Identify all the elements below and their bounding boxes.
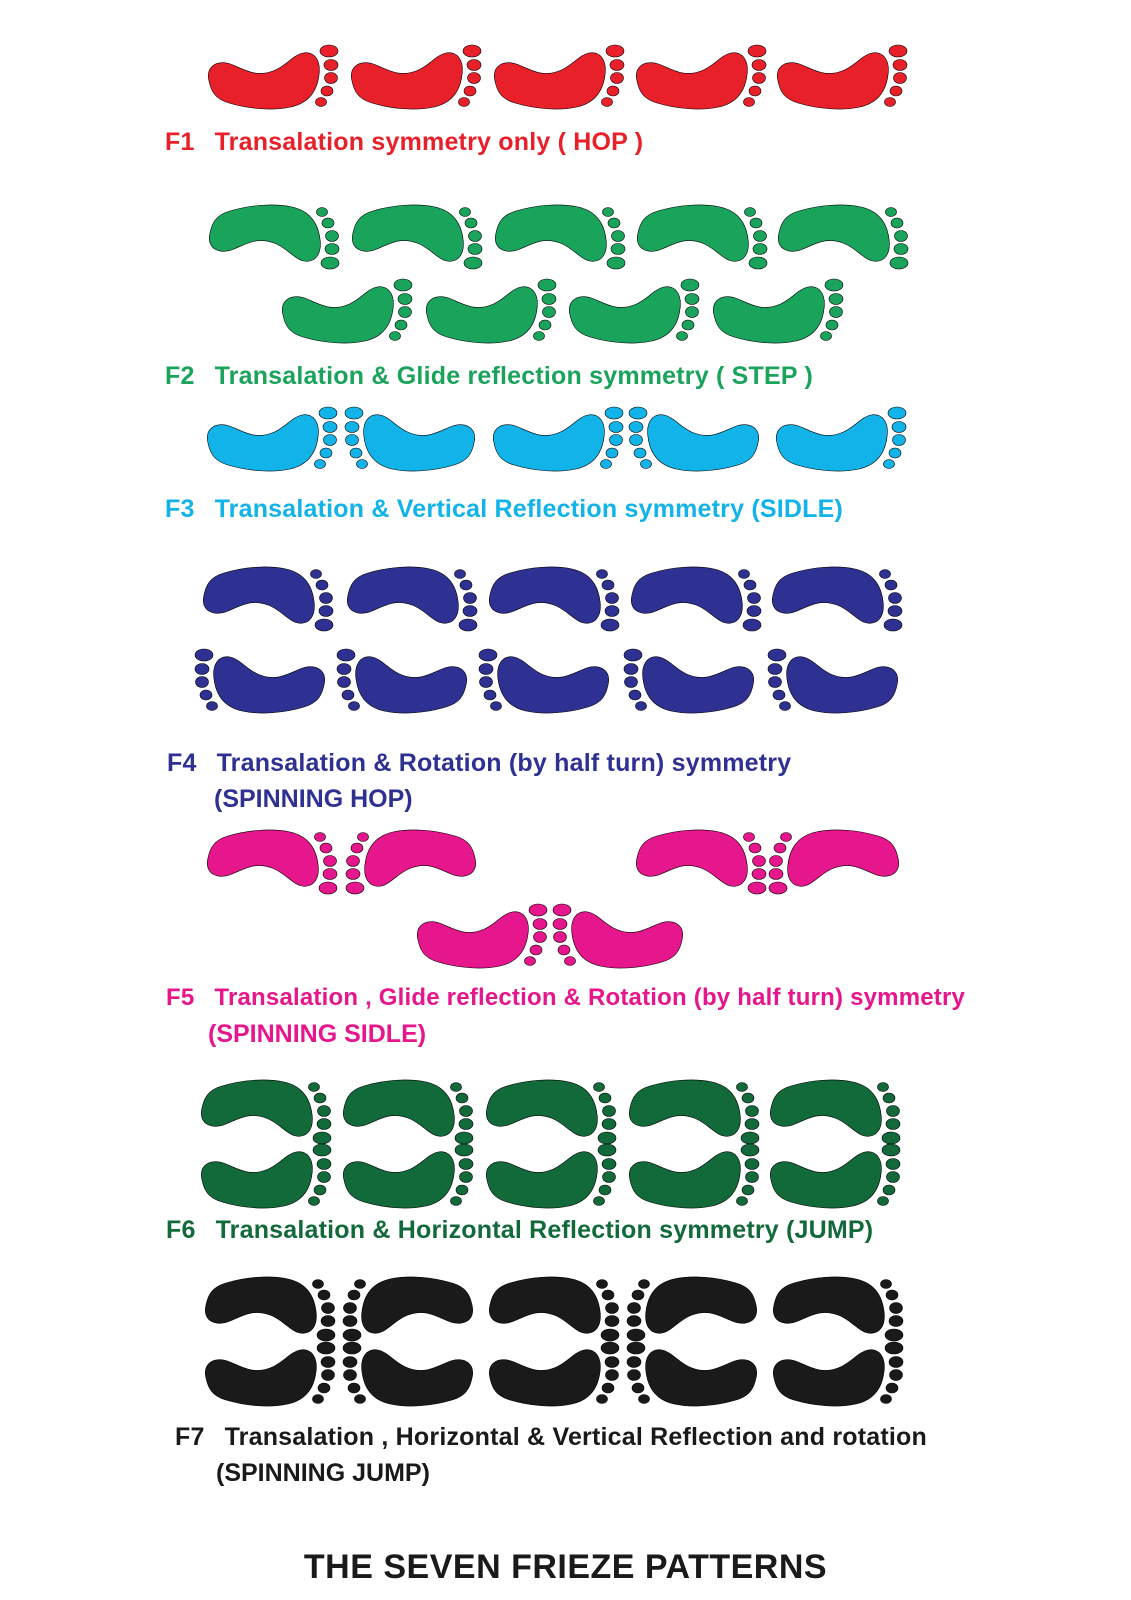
pattern-label: Transalation & Vertical Reflection symme… xyxy=(214,495,844,523)
footprint-icon xyxy=(628,1143,760,1209)
footprint-icon xyxy=(208,204,340,270)
pattern-code: F3 xyxy=(165,495,195,523)
footprint-icon xyxy=(200,1079,332,1145)
footprint-icon xyxy=(769,1079,901,1145)
f5-subcaption: (SPINNING SIDLE) xyxy=(208,1020,427,1048)
f1-footprints xyxy=(207,44,908,110)
footprint-icon xyxy=(342,1341,474,1407)
footprint-icon xyxy=(485,1079,617,1145)
f1-caption: F1 Transalation symmetry only ( HOP ) xyxy=(165,128,643,157)
footprint-icon xyxy=(204,1341,336,1407)
footprint-icon xyxy=(494,204,626,270)
footprint-icon xyxy=(635,44,767,110)
footprint-icon xyxy=(204,1276,336,1342)
footprint-icon xyxy=(342,1079,474,1145)
footprint-icon xyxy=(767,648,899,714)
footprint-icon xyxy=(344,406,476,472)
f5-caption: F5 Transalation , Glide reflection & Rota… xyxy=(166,984,965,1012)
footprint-icon xyxy=(351,204,483,270)
footprint-icon xyxy=(206,406,338,472)
footprint-icon xyxy=(207,44,339,110)
footprint-icon xyxy=(425,278,557,344)
pattern-label: Transalation & Glide reflection symmetry… xyxy=(214,362,813,390)
pattern-code: F6 xyxy=(166,1216,196,1244)
footprint-icon xyxy=(626,1341,758,1407)
footprint-icon xyxy=(342,1143,474,1209)
footprint-icon xyxy=(350,44,482,110)
pattern-code: F7 xyxy=(175,1423,205,1451)
footprint-icon xyxy=(772,1341,904,1407)
footprint-icon xyxy=(281,278,413,344)
footprint-icon xyxy=(552,903,684,969)
footprint-icon xyxy=(492,406,624,472)
f6-footprints xyxy=(200,1079,901,1209)
footprint-icon xyxy=(194,648,326,714)
pattern-code: F5 xyxy=(166,984,195,1011)
footprint-icon xyxy=(478,648,610,714)
page-title: THE SEVEN FRIEZE PATTERNS xyxy=(303,1548,828,1586)
pattern-label: Transalation & Horizontal Reflection sym… xyxy=(215,1216,874,1244)
footprint-icon xyxy=(206,829,338,895)
footprint-icon xyxy=(493,44,625,110)
f7-footprints xyxy=(204,1276,904,1407)
footprint-icon xyxy=(623,648,755,714)
footprint-icon xyxy=(200,1143,332,1209)
pattern-code: F2 xyxy=(165,362,195,390)
footprint-icon xyxy=(635,829,767,895)
f6-caption: F6 Transalation & Horizontal Reflection s… xyxy=(166,1216,873,1245)
footprint-icon xyxy=(416,903,548,969)
footprint-icon xyxy=(488,1341,620,1407)
f3-caption: F3 Transalation & Vertical Reflection sym… xyxy=(165,495,843,524)
footprint-icon xyxy=(777,204,909,270)
footprint-icon xyxy=(628,406,760,472)
pattern-label: Transalation symmetry only ( HOP ) xyxy=(214,128,644,156)
f2-caption: F2 Transalation & Glide reflection symmet… xyxy=(165,362,813,391)
footprint-icon xyxy=(568,278,700,344)
footprint-icon xyxy=(488,566,620,632)
footprint-icon xyxy=(346,566,478,632)
f7-caption: F7 Transalation , Horizontal & Vertical R… xyxy=(175,1423,927,1452)
footprint-icon xyxy=(776,44,908,110)
f3-footprints xyxy=(206,406,907,472)
footprint-icon xyxy=(630,566,762,632)
f4-footprints xyxy=(194,566,903,714)
pattern-label: Transalation , Horizontal & Vertical Ref… xyxy=(224,1423,927,1451)
footprint-icon xyxy=(768,829,900,895)
footprint-icon xyxy=(628,1079,760,1145)
f5-footprints xyxy=(206,829,900,969)
footprint-icon xyxy=(769,1143,901,1209)
f4-caption: F4 Transalation & Rotation (by half turn)… xyxy=(167,749,791,778)
footprint-icon xyxy=(771,566,903,632)
footprint-icon xyxy=(345,829,477,895)
pattern-label: Transalation & Rotation (by half turn) s… xyxy=(216,749,792,777)
footprint-icon xyxy=(712,278,844,344)
footprint-icon xyxy=(772,1276,904,1342)
f7-subcaption: (SPINNING JUMP) xyxy=(216,1459,430,1487)
footprint-icon xyxy=(775,406,907,472)
f4-subcaption: (SPINNING HOP) xyxy=(214,785,413,813)
footprint-icon xyxy=(636,204,768,270)
pattern-code: F1 xyxy=(165,128,195,156)
footprint-icon xyxy=(485,1143,617,1209)
pattern-code: F4 xyxy=(167,749,197,777)
footprint-icon xyxy=(336,648,468,714)
f2-footprints xyxy=(208,204,909,344)
footprint-icon xyxy=(626,1276,758,1342)
footprint-icon xyxy=(488,1276,620,1342)
pattern-label: Transalation , Glide reflection & Rotati… xyxy=(214,984,966,1011)
footprint-icon xyxy=(202,566,334,632)
footprint-icon xyxy=(342,1276,474,1342)
